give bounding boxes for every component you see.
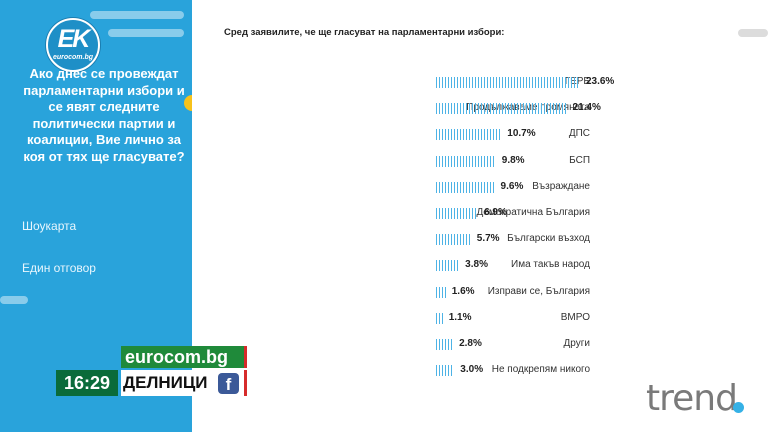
category-label: ВМРО xyxy=(560,311,590,323)
chart-row: ДПС 10.7% xyxy=(192,126,768,142)
bar xyxy=(436,181,495,193)
chart-row: Демократична България 6.9% xyxy=(192,205,768,221)
eurocom-logo: EK eurocom.bg xyxy=(46,18,100,72)
chart-title: Сред заявилите, че ще гласуват на парлам… xyxy=(224,27,505,38)
category-label: Демократична България xyxy=(476,207,591,218)
bar xyxy=(436,77,580,88)
chart-row: БСП 9.8% xyxy=(192,153,768,169)
value-label: 3.0% xyxy=(460,364,484,376)
bar xyxy=(436,234,471,246)
site-banner: eurocom.bg xyxy=(121,346,247,368)
bar xyxy=(436,260,460,272)
value-label: 2.8% xyxy=(459,338,482,349)
clock: 16:29 xyxy=(56,370,118,396)
chart-row: Има такъв народ 3.8% xyxy=(192,257,768,273)
clock-time: 16:29 xyxy=(63,373,111,393)
value-label: 10.7% xyxy=(507,128,536,140)
category-label: Има такъв народ xyxy=(511,259,590,271)
chart-row: Не подкрепям никого 3.0% xyxy=(192,362,768,378)
value-label: 1.6% xyxy=(451,285,475,297)
decorative-bar xyxy=(90,11,184,19)
decorative-bar xyxy=(738,29,768,37)
value-label: 3.8% xyxy=(465,259,488,271)
chart-row: Възраждане 9.6% xyxy=(192,179,768,195)
chart-row: ВМРО 1.1% xyxy=(192,310,768,326)
bar xyxy=(436,365,455,377)
site-name: eurocom.bg xyxy=(125,347,229,367)
bar xyxy=(436,103,567,115)
value-label: 1.1% xyxy=(448,311,472,323)
decorative-bar xyxy=(108,29,184,37)
value-label: 6.9% xyxy=(484,207,507,218)
category-label: Други xyxy=(563,338,590,349)
facebook-icon: f xyxy=(218,373,239,394)
chart-row: ГЕРБ23.6% xyxy=(192,74,768,90)
value-label: 23.6% xyxy=(585,76,615,87)
answer-type: Един отговор xyxy=(22,261,96,275)
chart-area xyxy=(192,0,768,432)
bar xyxy=(436,339,454,350)
card-type: Шоукарта xyxy=(22,219,77,233)
value-label: 9.6% xyxy=(500,180,524,192)
logo-subtitle: eurocom.bg xyxy=(52,54,94,61)
chart-row: Продължаваме промяната21.4% xyxy=(192,100,768,116)
bar xyxy=(436,286,446,298)
bar xyxy=(436,155,496,167)
value-label: 5.7% xyxy=(476,233,500,245)
chart-row: Изправи се, България 1.6% xyxy=(192,284,768,300)
category-label: Възраждане xyxy=(532,180,590,192)
category-label: БСП xyxy=(569,154,590,166)
decorative-bar xyxy=(0,296,28,304)
bar xyxy=(436,129,502,141)
category-label: Български възход xyxy=(507,233,590,245)
trend-logo-dot xyxy=(733,402,744,413)
poll-question: Ако днес се провеждат парламентарни избо… xyxy=(23,66,185,164)
left-panel: EK eurocom.bg Ако днес се провеждат парл… xyxy=(0,0,192,432)
chart-row: Други 2.8% xyxy=(192,336,768,352)
bar xyxy=(436,312,443,324)
bar xyxy=(436,208,479,219)
show-name: ДЕЛНИЦИ xyxy=(123,373,208,392)
trend-logo: trend xyxy=(646,378,738,419)
chart-row: Български възход 5.7% xyxy=(192,231,768,247)
logo-letters: EK xyxy=(57,25,91,53)
category-label: Не подкрепям никого xyxy=(491,364,590,376)
value-label: 9.8% xyxy=(501,154,525,166)
category-label: ДПС xyxy=(568,128,590,140)
category-label: Изправи се, България xyxy=(487,285,590,297)
value-label: 21.4% xyxy=(572,102,601,114)
